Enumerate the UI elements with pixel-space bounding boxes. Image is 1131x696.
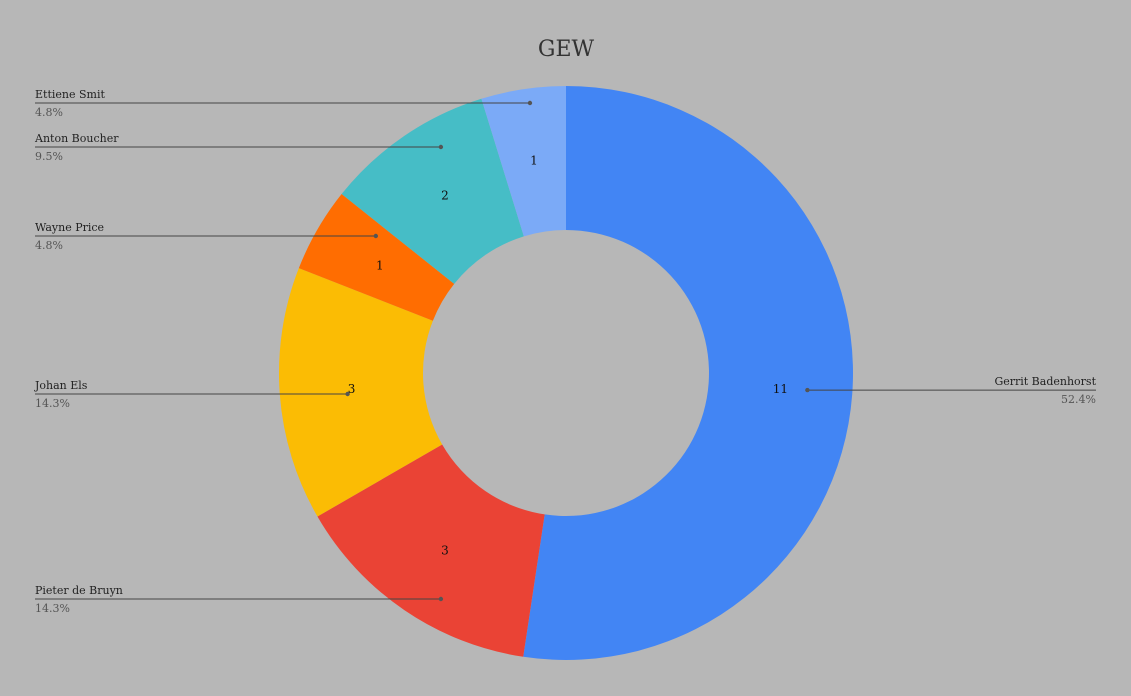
leader-dot-ettiene-smit	[527, 100, 533, 106]
leader-dot-gerrit-badenhorst	[805, 387, 810, 393]
legend-name-pieter-de-bruyn: Pieter de Bruyn	[35, 584, 123, 597]
legend-name-ettiene-smit: Ettiene Smit	[35, 88, 105, 101]
slice-value-ettiene-smit: 1	[530, 153, 538, 167]
legend-percent-ettiene-smit: 4.8%	[35, 106, 63, 119]
slice-value-johan-els: 3	[348, 382, 356, 396]
slice-value-wayne-price: 1	[376, 259, 384, 273]
leader-dot-johan-els	[345, 391, 350, 397]
slice-value-gerrit-badenhorst: 11	[773, 382, 788, 396]
legend-name-anton-boucher: Anton Boucher	[34, 132, 119, 145]
slice-value-labels: 11 3 3 1 2 1	[348, 153, 788, 557]
slice-ettiene-smit[interactable]	[481, 86, 566, 237]
legend-percent-johan-els: 14.3%	[35, 397, 70, 410]
slice-wayne-price[interactable]	[298, 194, 455, 321]
legend-name-gerrit-badenhorst: Gerrit Badenhorst	[994, 375, 1096, 388]
legend-percent-gerrit-badenhorst: 52.4%	[1061, 393, 1096, 406]
legend-percent-wayne-price: 4.8%	[35, 239, 63, 252]
legend-name-johan-els: Johan Els	[34, 379, 88, 392]
leader-dot-pieter-de-bruyn	[438, 596, 444, 602]
chart-title: GEW	[538, 37, 595, 62]
slice-johan-els[interactable]	[279, 268, 443, 517]
donut-slices	[279, 86, 854, 660]
slice-value-anton-boucher: 2	[441, 188, 449, 202]
slice-gerrit-badenhorst[interactable]	[523, 86, 854, 660]
legend-percent-anton-boucher: 9.5%	[35, 150, 63, 163]
slice-pieter-de-bruyn[interactable]	[317, 444, 545, 657]
legend-name-wayne-price: Wayne Price	[35, 221, 104, 234]
legend-percent-pieter-de-bruyn: 14.3%	[35, 602, 70, 615]
slice-anton-boucher[interactable]	[341, 98, 524, 284]
leader-dot-wayne-price	[373, 233, 379, 239]
slice-value-pieter-de-bruyn: 3	[441, 544, 449, 558]
leader-dot-anton-boucher	[438, 144, 444, 150]
